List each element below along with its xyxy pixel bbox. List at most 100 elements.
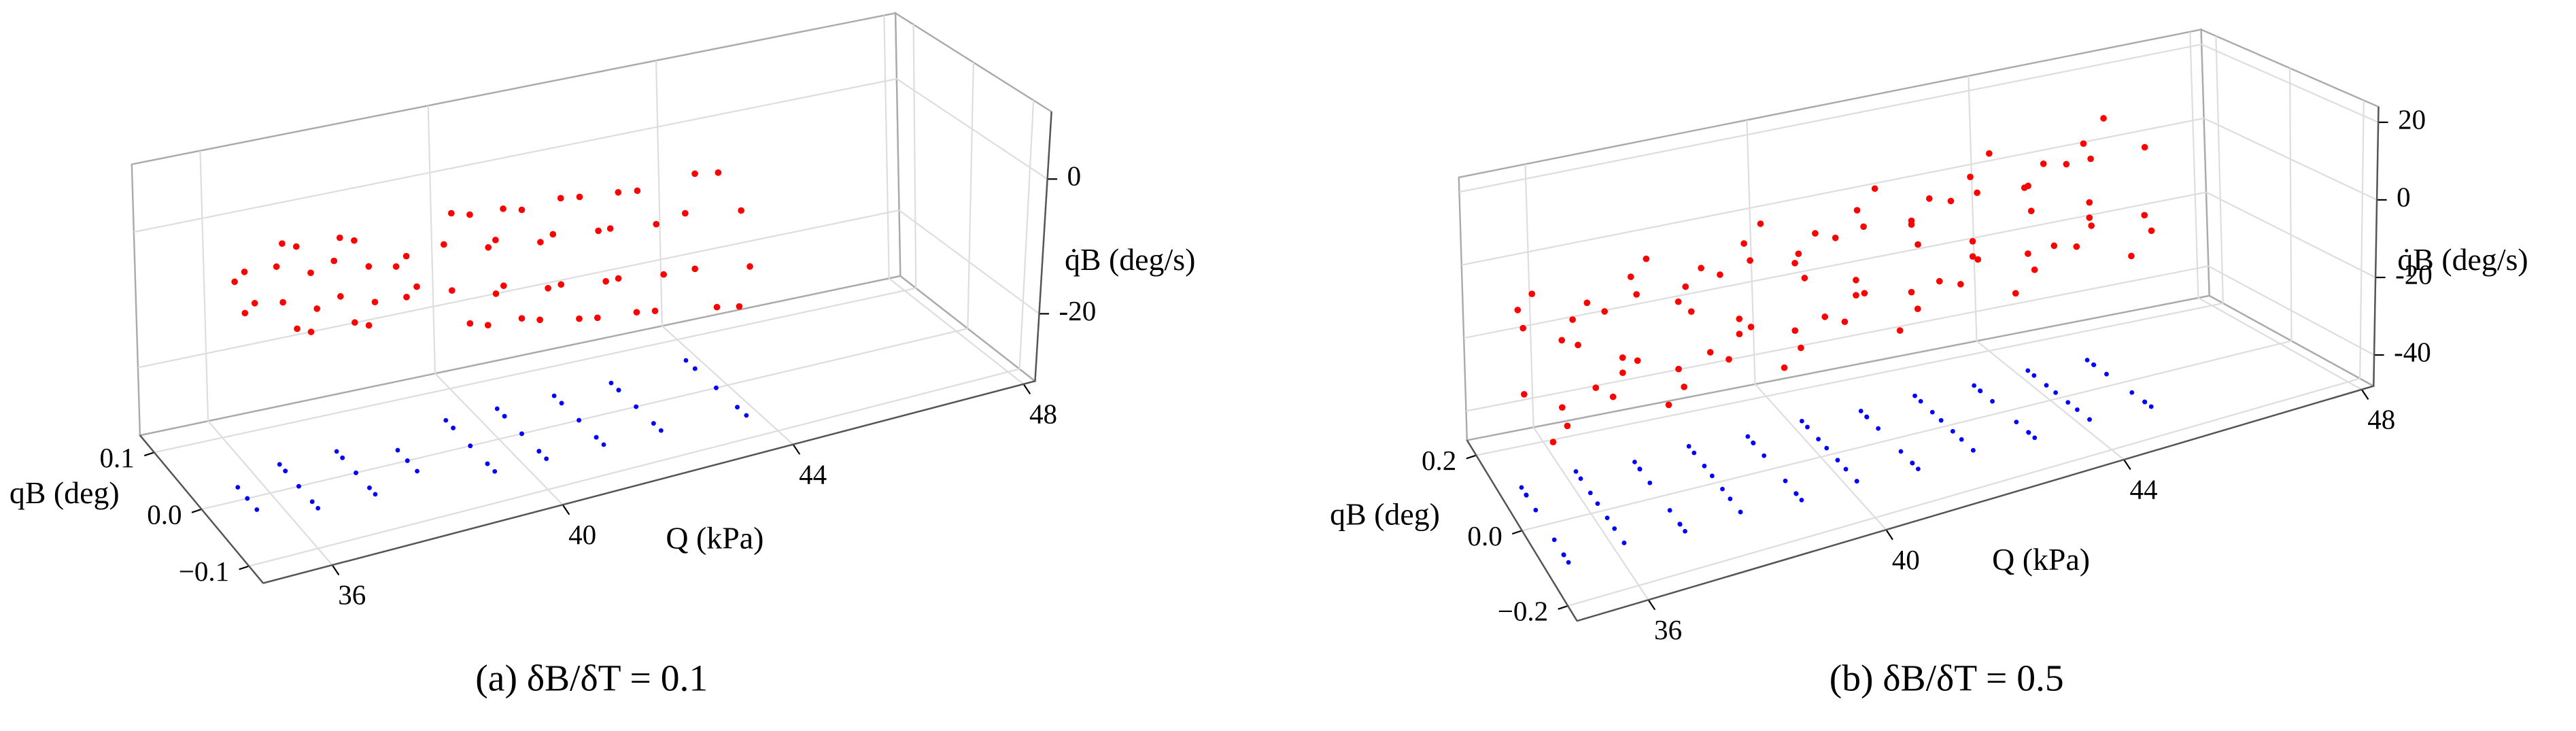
projection-point — [1898, 449, 1904, 454]
tick-mark — [1023, 384, 1031, 394]
projection-point — [2142, 399, 2147, 405]
tick-mark — [1885, 529, 1893, 541]
axis-line — [1577, 385, 2374, 622]
projection-point — [1816, 437, 1821, 442]
tick-mark — [191, 508, 202, 513]
projection-point — [1738, 509, 1743, 515]
grid-line — [2208, 265, 2375, 356]
projection-point — [536, 449, 542, 454]
data-point — [681, 209, 689, 217]
data-point — [615, 275, 622, 282]
projection-point — [1805, 424, 1810, 430]
data-point — [251, 300, 258, 307]
projection-point — [2087, 417, 2092, 422]
x-tick-label: 36 — [338, 579, 366, 611]
projection-point — [1843, 466, 1849, 472]
grid-line — [1466, 265, 2209, 412]
projection-point — [367, 486, 372, 490]
data-point — [746, 263, 753, 270]
data-point — [1634, 357, 1641, 364]
data-point — [1681, 384, 1687, 390]
projection-point — [683, 358, 689, 363]
data-point — [313, 305, 321, 312]
projection-point — [1709, 473, 1715, 479]
projection-point — [544, 456, 549, 461]
data-point — [549, 231, 557, 238]
projection-point — [277, 462, 282, 467]
tick-mark — [331, 564, 340, 576]
data-point — [1967, 173, 1974, 181]
data-point — [2086, 214, 2093, 221]
data-point — [336, 234, 343, 241]
projection-point — [601, 442, 606, 447]
grid-line — [967, 62, 974, 329]
projection-point — [608, 380, 614, 386]
data-point — [1757, 220, 1764, 227]
projection-point — [1728, 496, 1733, 502]
grid-line — [2289, 68, 2292, 341]
data-point — [241, 309, 249, 317]
data-point — [1896, 327, 1904, 334]
axis-line — [139, 435, 264, 584]
projection-point — [744, 413, 749, 418]
data-point — [1841, 318, 1849, 326]
data-point — [1812, 230, 1819, 237]
projection-point — [1799, 418, 1804, 424]
projection-point — [1990, 398, 1995, 404]
grid-line — [1968, 75, 1978, 341]
data-point — [1914, 305, 1921, 313]
data-point — [351, 237, 358, 244]
data-point — [615, 189, 622, 196]
projection-point — [1783, 478, 1788, 483]
grid-line — [1746, 120, 1756, 384]
projection-point — [2032, 435, 2038, 441]
data-point — [466, 211, 473, 218]
tick-mark — [143, 452, 155, 457]
data-point — [1791, 327, 1799, 335]
data-point — [337, 293, 344, 300]
tick-mark — [239, 565, 250, 571]
axis-line — [1034, 112, 1052, 381]
data-point — [2141, 143, 2148, 151]
data-point — [1687, 308, 1695, 315]
tick-mark — [792, 443, 801, 455]
data-point — [2086, 199, 2093, 206]
data-point — [1549, 439, 1557, 445]
projection-point — [1647, 480, 1653, 486]
data-point — [2063, 160, 2070, 168]
data-point — [1627, 273, 1634, 280]
data-point — [365, 262, 373, 270]
data-point — [1747, 323, 1755, 330]
data-point — [1717, 271, 1723, 278]
data-point — [447, 209, 455, 217]
data-point — [2080, 140, 2087, 148]
grid-line — [248, 368, 1020, 567]
projection-point — [651, 421, 656, 426]
z-axis-label: q̇B (deg/s) — [1065, 242, 1195, 277]
data-point — [1986, 150, 1993, 157]
data-point — [606, 225, 614, 232]
data-point — [485, 243, 492, 251]
grid-line — [154, 287, 916, 454]
data-point — [1675, 298, 1682, 305]
z-tick-label: 20 — [2398, 103, 2426, 135]
projection-point — [1824, 445, 1830, 451]
data-point — [307, 269, 314, 277]
y-axis-label: qB (deg) — [10, 475, 120, 510]
data-point — [403, 294, 410, 301]
projection-point — [1595, 501, 1600, 507]
z-tick-label: -20 — [1059, 295, 1097, 326]
tick-mark — [1647, 599, 1656, 611]
data-point — [241, 269, 248, 275]
data-point — [738, 207, 744, 214]
x-tick-label: 40 — [568, 519, 596, 550]
axis-line — [262, 380, 1035, 584]
grid-line — [427, 105, 436, 374]
grid-line — [1461, 117, 2204, 266]
data-point — [484, 322, 492, 329]
grid-line — [1522, 340, 2292, 532]
data-point — [1601, 308, 1608, 315]
projection-point — [1566, 560, 1571, 565]
data-point — [279, 299, 286, 306]
